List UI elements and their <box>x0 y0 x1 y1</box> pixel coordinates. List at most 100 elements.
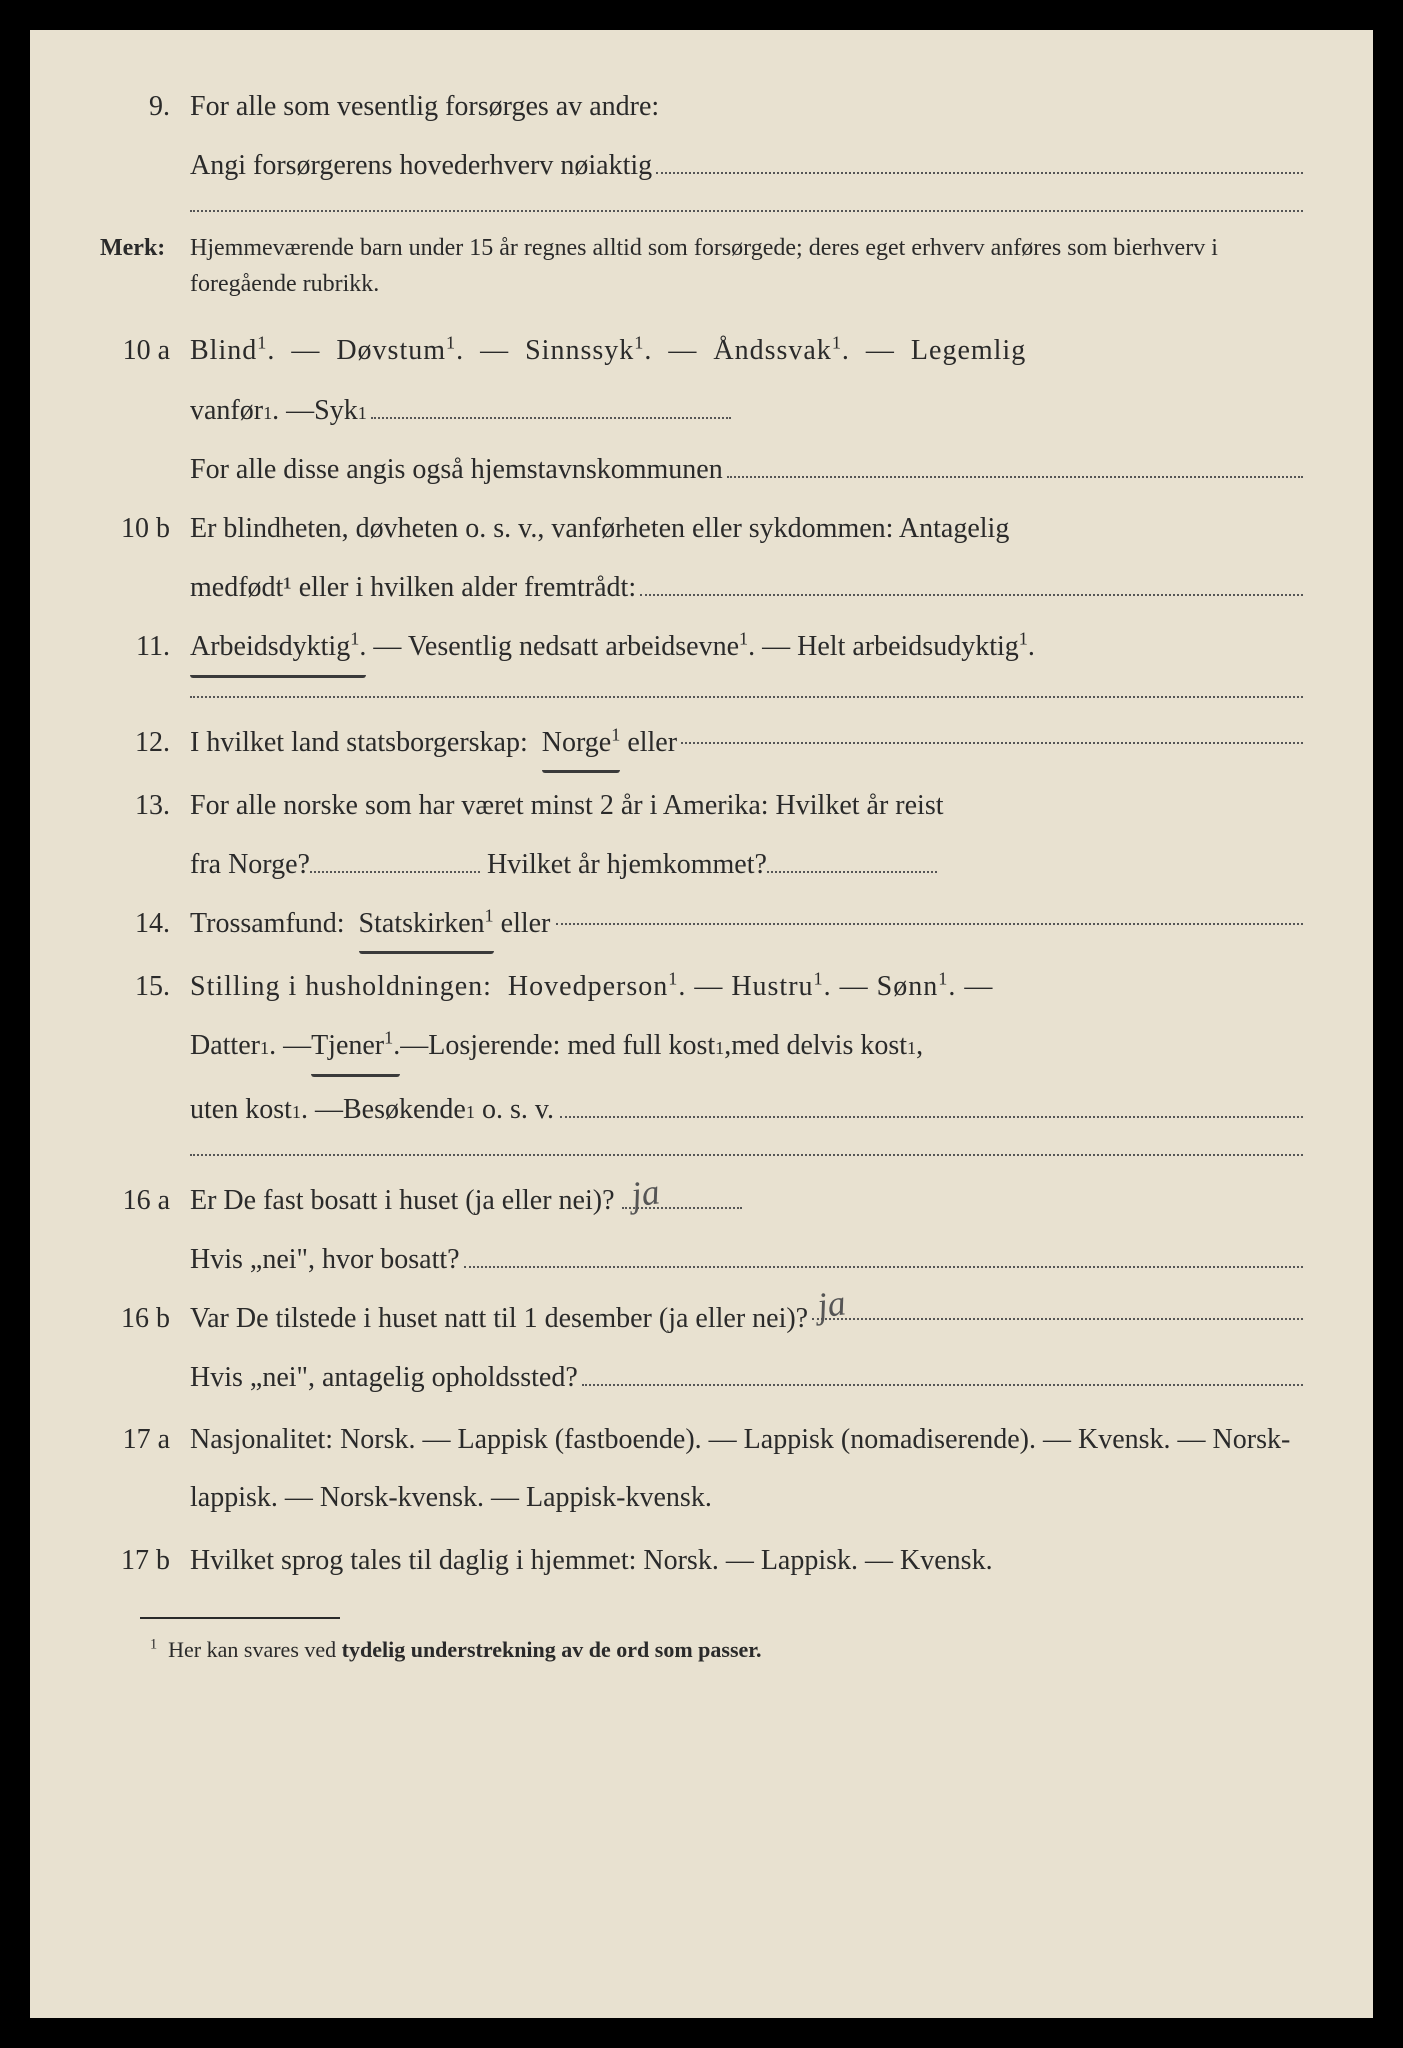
merk-note: Merk: Hjemmeværende barn under 15 år reg… <box>100 230 1303 302</box>
q17b-row: 17 b Hvilket sprog tales til daglig i hj… <box>100 1534 1303 1587</box>
footnote-bold: tydelig understrekning av de ord som pas… <box>342 1637 762 1662</box>
q17a-number: 17 a <box>100 1413 190 1466</box>
q12-content: I hvilket land statsborgerskap: Norge1 e… <box>190 716 1303 773</box>
q15-lead: Stilling i husholdningen: <box>190 971 492 1002</box>
q16a-line1: Er De fast bosatt i huset (ja eller nei)… <box>190 1185 615 1216</box>
opt-vanfor: vanfør <box>190 384 263 437</box>
footnote-rule <box>140 1617 340 1619</box>
q10b-row2: medfødt¹ eller i hvilken alder fremtrådt… <box>100 561 1303 614</box>
merk-text: Hjemmeværende barn under 15 år regnes al… <box>190 230 1303 302</box>
opt-besokende: Besøkende <box>343 1083 466 1136</box>
q16b-row2: Hvis „nei", antagelig opholdssted? <box>100 1351 1303 1404</box>
q10b-line2: medfødt¹ eller i hvilken alder fremtrådt… <box>190 561 636 614</box>
q16a-number: 16 a <box>100 1174 190 1227</box>
q16b-line2: Hvis „nei", antagelig opholdssted? <box>190 1351 578 1404</box>
q11-content: Arbeidsdyktig1. — Vesentlig nedsatt arbe… <box>190 620 1303 677</box>
q13-row2: fra Norge? Hvilket år hjemkommet? <box>100 838 1303 891</box>
blank-line <box>681 716 1303 744</box>
q15-row2: Datter1. — Tjener1. — Losjerende: med fu… <box>100 1019 1303 1076</box>
footnote-num: 1 <box>150 1637 157 1653</box>
opt-norge: Norge1 <box>542 716 621 773</box>
q14-eller: eller <box>501 897 551 954</box>
opt-arbeidsdyktig: Arbeidsdyktig1. <box>190 620 366 677</box>
q10a-options: Blind1. — Døvstum1. — Sinnssyk1. — Åndss… <box>190 324 1303 377</box>
blank-line <box>310 845 480 873</box>
q10b-number: 10 b <box>100 502 190 555</box>
opt-delvis: med delvis kost <box>731 1019 907 1072</box>
q12-number: 12. <box>100 716 190 769</box>
handwritten-ja: ja <box>626 1157 663 1229</box>
q13-line1: For alle norske som har været minst 2 år… <box>190 779 1303 832</box>
q13-line2b: Hvilket år hjemkommet? <box>487 838 767 891</box>
q17a-text: Nasjonalitet: Norsk. — Lappisk (fastboen… <box>190 1411 1303 1529</box>
blank-line <box>371 391 731 419</box>
q16a-row2: Hvis „nei", hvor bosatt? <box>100 1233 1303 1286</box>
q17b-number: 17 b <box>100 1534 190 1587</box>
q16a-content: Er De fast bosatt i huset (ja eller nei)… <box>190 1174 1303 1227</box>
q14-text: Trossamfund: <box>190 897 345 954</box>
document-page: 9. For alle som vesentlig forsørges av a… <box>30 30 1373 2018</box>
q15-osv: o. s. v. <box>482 1083 554 1136</box>
blank-line <box>582 1358 1303 1386</box>
q14-content: Trossamfund: Statskirken1 eller <box>190 897 1303 954</box>
divider <box>190 1154 1303 1156</box>
q10b-line1: Er blindheten, døvheten o. s. v., vanfør… <box>190 502 1303 555</box>
q10a-row1: 10 a Blind1. — Døvstum1. — Sinnssyk1. — … <box>100 324 1303 377</box>
opt-hovedperson: Hovedperson <box>508 971 668 1002</box>
opt-tjener: Tjener1. <box>311 1019 400 1076</box>
q10b-row1: 10 b Er blindheten, døvheten o. s. v., v… <box>100 502 1303 555</box>
blank-line <box>464 1240 1303 1268</box>
opt-legemlig: Legemlig <box>911 335 1026 366</box>
q10a-row3: For alle disse angis også hjemstavnskomm… <box>100 443 1303 496</box>
opt-andssvak: Åndssvak <box>713 335 831 366</box>
q10a-line3: For alle disse angis også hjemstavnskomm… <box>190 443 723 496</box>
answer-field: ja <box>622 1181 742 1209</box>
divider <box>190 696 1303 698</box>
q10a-row2: vanfør1. — Syk1 <box>100 384 1303 437</box>
q9-row1: 9. For alle som vesentlig forsørges av a… <box>100 80 1303 133</box>
divider <box>190 210 1303 212</box>
q17b-text: Hvilket sprog tales til daglig i hjemmet… <box>190 1534 1303 1587</box>
blank-line <box>656 146 1303 174</box>
opt-datter: Datter <box>190 1019 260 1072</box>
q17a-row: 17 a Nasjonalitet: Norsk. — Lappisk (fas… <box>100 1411 1303 1529</box>
q9-line1: For alle som vesentlig forsørges av andr… <box>190 80 1303 133</box>
q16b-content: Var De tilstede i huset natt til 1 desem… <box>190 1292 1303 1345</box>
q11-row: 11. Arbeidsdyktig1. — Vesentlig nedsatt … <box>100 620 1303 677</box>
footnote-text: Her kan svares ved <box>168 1637 342 1662</box>
q16a-row1: 16 a Er De fast bosatt i huset (ja eller… <box>100 1174 1303 1227</box>
opt-blind: Blind <box>190 335 257 366</box>
opt-udyktig: Helt arbeidsudyktig <box>797 631 1019 662</box>
q16b-row1: 16 b Var De tilstede i huset natt til 1 … <box>100 1292 1303 1345</box>
q13-line2a: fra Norge? <box>190 838 310 891</box>
blank-line <box>727 450 1303 478</box>
q10a-number: 10 a <box>100 324 190 377</box>
answer-field: ja <box>812 1292 1303 1320</box>
q15-row1: 15. Stilling i husholdningen: Hovedperso… <box>100 960 1303 1013</box>
opt-nedsatt: Vesentlig nedsatt arbeidsevne <box>408 631 739 662</box>
q12-row: 12. I hvilket land statsborgerskap: Norg… <box>100 716 1303 773</box>
opt-uten: uten kost <box>190 1083 292 1136</box>
q14-number: 14. <box>100 897 190 950</box>
blank-line <box>767 845 937 873</box>
q12-text: I hvilket land statsborgerskap: <box>190 716 528 773</box>
q16b-number: 16 b <box>100 1292 190 1345</box>
q9-line2: Angi forsørgerens hovederhverv nøiaktig <box>190 139 652 192</box>
q15-content1: Stilling i husholdningen: Hovedperson1. … <box>190 960 1303 1013</box>
opt-dovstum: Døvstum <box>336 335 446 366</box>
opt-sinnssyk: Sinnssyk <box>525 335 634 366</box>
q15-row3: uten kost1. — Besøkende1 o. s. v. <box>100 1083 1303 1136</box>
q13-number: 13. <box>100 779 190 832</box>
opt-losjerende: Losjerende: med full kost <box>428 1019 715 1072</box>
opt-hustru: Hustru <box>731 971 813 1002</box>
q11-number: 11. <box>100 620 190 673</box>
q15-number: 15. <box>100 960 190 1013</box>
q9-row2: Angi forsørgerens hovederhverv nøiaktig <box>100 139 1303 192</box>
opt-sonn: Sønn <box>877 971 939 1002</box>
merk-label: Merk: <box>100 230 190 302</box>
q16b-line1: Var De tilstede i huset natt til 1 desem… <box>190 1292 808 1345</box>
blank-line <box>556 897 1303 925</box>
footnote: 1 Her kan svares ved tydelig understrekn… <box>100 1629 1303 1671</box>
q16a-line2: Hvis „nei", hvor bosatt? <box>190 1233 460 1286</box>
blank-line <box>560 1090 1303 1118</box>
